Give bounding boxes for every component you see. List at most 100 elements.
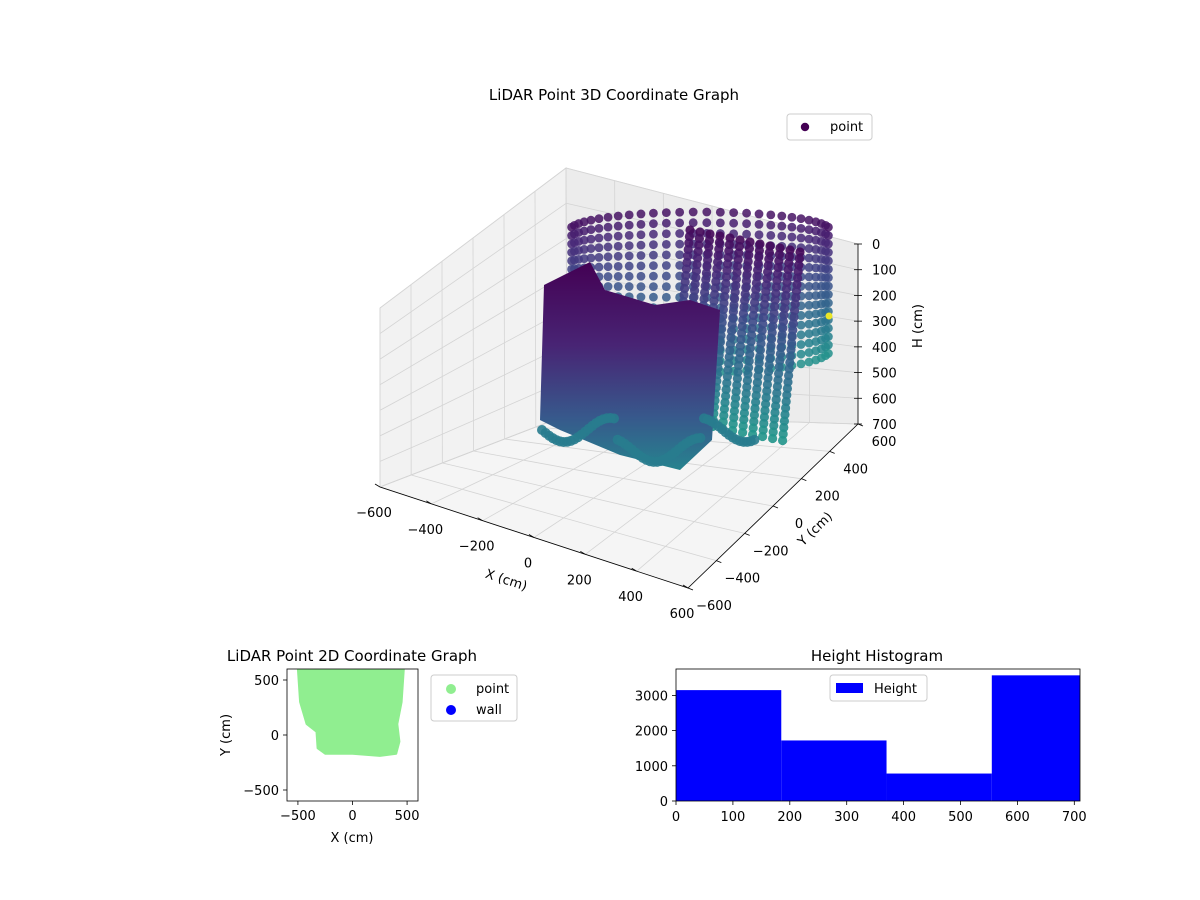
cloud-point (823, 349, 833, 358)
cloud-point (649, 250, 658, 260)
cloud-point (594, 243, 604, 253)
cloud-point (649, 261, 658, 271)
cloud-point (796, 359, 806, 369)
cloud-point (624, 230, 634, 240)
x-tick-label: −200 (459, 540, 495, 555)
cloud-point (649, 219, 658, 229)
cloud-point (586, 234, 596, 244)
cloud-point (768, 433, 778, 444)
z-tick-label: 200 (872, 289, 897, 304)
cloud-point (624, 241, 634, 251)
y-tick-mark (829, 450, 835, 454)
cloud-point (609, 413, 619, 424)
cloud-point (661, 292, 671, 302)
cloud-point (804, 329, 814, 339)
cloud-point (594, 262, 604, 272)
cloud-point (586, 253, 596, 263)
chart-2d: LiDAR Point 2D Coordinate Graph −500 0 500… (219, 647, 518, 846)
histogram-bars (676, 675, 1080, 801)
x-tick-label: 400 (618, 590, 643, 605)
z-tick-label: 400 (872, 341, 897, 356)
y-tick-label-hist: 0 (660, 795, 668, 810)
ticks-2d: −500 0 500 −500 0 500 (243, 674, 419, 824)
point-footprint (296, 669, 405, 757)
cloud-point (796, 223, 806, 233)
cloud-point (649, 229, 658, 239)
cloud-point (586, 215, 596, 225)
x-tick-label-hist: 700 (1062, 810, 1087, 825)
z-tick-label: 100 (872, 264, 897, 279)
cloud-point (749, 434, 760, 445)
legend-3d: point (786, 113, 873, 141)
cloud-point (636, 251, 646, 260)
legend-swatch-height (836, 683, 863, 693)
cloud-point (796, 340, 806, 349)
frame-histogram (675, 668, 1081, 802)
cloud-point (636, 282, 646, 291)
y-tick-label: 600 (872, 435, 897, 450)
cloud-point (787, 232, 797, 242)
cloud-point (594, 252, 604, 262)
histogram-bar (991, 675, 1080, 801)
point-cloud (537, 207, 833, 470)
cloud-point (804, 272, 814, 282)
legend-label-height: Height (874, 682, 917, 697)
histogram-bar (781, 740, 887, 801)
cloud-point (796, 214, 806, 224)
cloud-point (823, 281, 833, 291)
cloud-front-block (540, 262, 720, 470)
cloud-point (823, 298, 833, 308)
cloud-point (695, 433, 706, 444)
cloud-point (738, 427, 748, 438)
cloud-point (823, 222, 833, 232)
cloud-point (661, 239, 671, 249)
cloud-point (579, 217, 589, 227)
cloud-point (787, 222, 797, 232)
cloud-point (804, 215, 814, 225)
x-axis-label-2d: X (cm) (331, 831, 374, 846)
cloud-point (796, 320, 806, 330)
cloud-point (603, 222, 613, 232)
cloud-point (796, 233, 806, 243)
cloud-point (804, 291, 814, 301)
cloud-point (688, 207, 698, 217)
cloud-point (823, 239, 833, 249)
cloud-point (636, 292, 646, 302)
cloud-point (613, 241, 623, 251)
y-tick-label-hist: 2000 (635, 725, 668, 740)
cloud-point (603, 252, 613, 262)
cloud-point (603, 282, 613, 291)
cloud-point (603, 262, 613, 272)
y-tick-mark (801, 478, 807, 482)
y-tick-label-2d: 500 (254, 674, 279, 689)
cloud-point (715, 218, 725, 228)
x-tick-label-hist: 200 (777, 810, 802, 825)
z-tick-label: 500 (872, 367, 897, 382)
cloud-point (754, 219, 764, 229)
cloud-point (613, 231, 623, 241)
y-tick-mark (716, 560, 722, 564)
cloud-point (804, 253, 814, 263)
cloud-point (823, 256, 833, 266)
y-tick-label-hist: 3000 (635, 689, 668, 704)
cloud-point (804, 319, 814, 329)
cloud-point (742, 208, 751, 218)
cloud-point (796, 349, 806, 359)
legend-marker-point-2d (446, 684, 456, 694)
x-tick-mark (477, 517, 483, 522)
cloud-point (661, 208, 671, 218)
cloud-point (649, 282, 658, 292)
cloud-point (661, 282, 671, 292)
y-tick-label: 400 (843, 462, 868, 477)
cloud-point (823, 323, 833, 333)
cloud-point (649, 271, 658, 281)
z-axis-label: H (cm) (911, 304, 926, 348)
cloud-point (758, 431, 768, 442)
cloud-point (649, 292, 658, 302)
x-tick-label-hist: 0 (672, 810, 680, 825)
x-tick-label-hist: 600 (1005, 810, 1030, 825)
cloud-point (624, 251, 634, 261)
cloud-point (579, 235, 589, 245)
legend-2d: point wall (430, 674, 518, 722)
